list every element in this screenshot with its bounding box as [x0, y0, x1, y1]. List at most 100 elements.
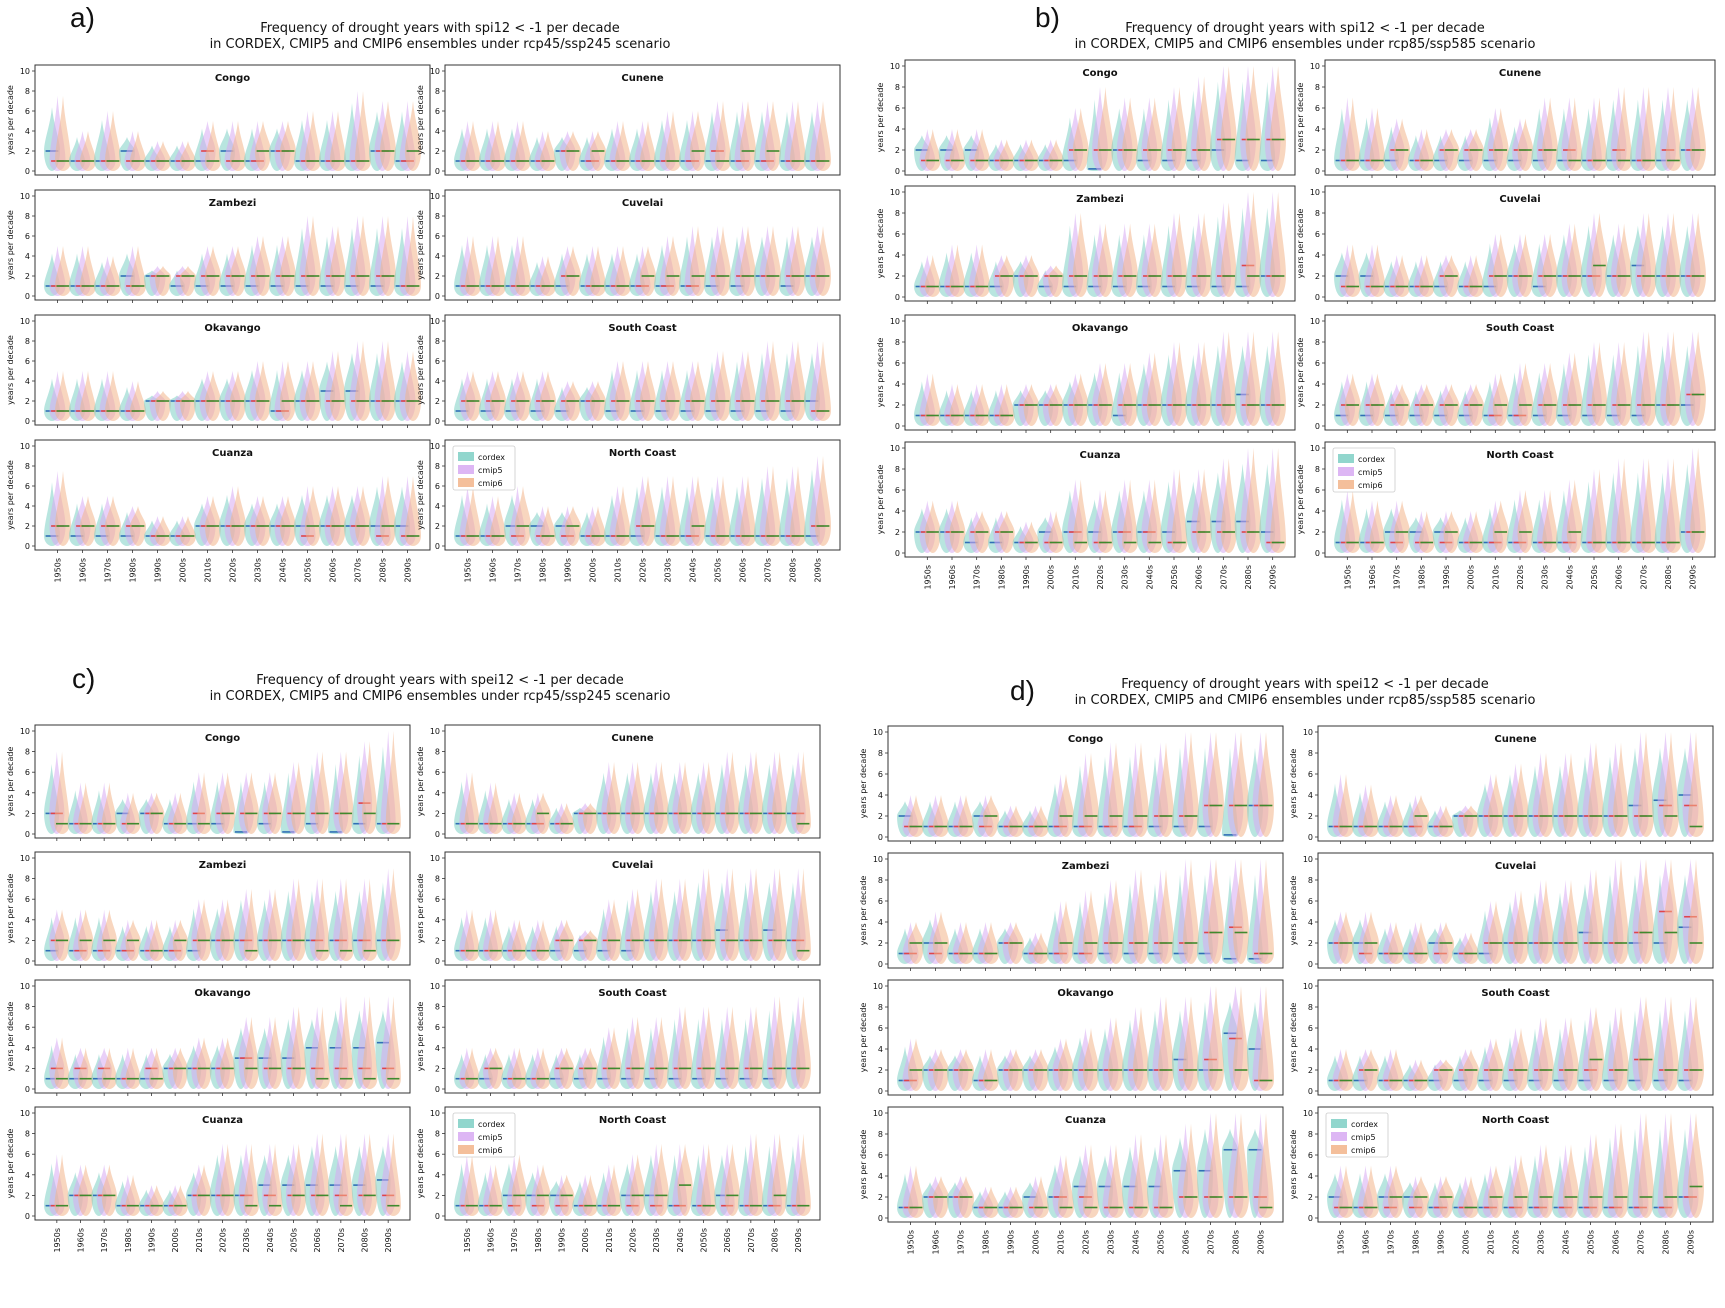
- violin-cmip6: [243, 1016, 259, 1089]
- y-axis-label: years per decade: [859, 876, 868, 946]
- violin-cmip6: [405, 216, 421, 296]
- chart-title-line2: in CORDEX, CMIP5 and CMIP6 ensembles und…: [210, 37, 671, 52]
- y-tick-label: 6: [895, 104, 900, 113]
- subplot-cunene: Cunene 0 2 4 6 8 10 years per decade: [1296, 59, 1716, 178]
- chart-title-line1: Frequency of drought years with spei12 <…: [1121, 677, 1489, 692]
- legend-swatch-cmip6: [1338, 480, 1354, 489]
- y-tick-label: 6: [25, 895, 30, 904]
- y-tick-label: 8: [25, 1003, 30, 1012]
- violin-cmip6: [1233, 986, 1249, 1091]
- violin-cmip6: [196, 1164, 212, 1216]
- y-tick-label: 10: [890, 62, 900, 71]
- subplot-title: Okavango: [1072, 323, 1128, 334]
- x-tick-label: 1950s: [54, 558, 63, 583]
- y-tick-label: 4: [1308, 1045, 1313, 1054]
- violin-cmip6: [330, 486, 346, 546]
- violin-cmip6: [1048, 139, 1064, 171]
- y-axis-label: years per decade: [416, 335, 425, 405]
- violin-cmip6: [1591, 469, 1608, 553]
- y-tick-label: 6: [878, 1151, 883, 1160]
- violin-cmip6: [255, 121, 271, 171]
- violin-cmip6: [1591, 213, 1608, 297]
- y-tick-label: 6: [435, 1023, 440, 1032]
- subplot-north-coast: North Coast 0 2 4 6 8 10 years per decade 1950s 1…: [416, 1106, 821, 1253]
- violin-cmip6: [1638, 1113, 1654, 1218]
- y-tick-label: 2: [25, 522, 30, 531]
- subplot-south-coast: South Coast 0 2 4 6 8 10 years per decade: [416, 979, 821, 1096]
- violin-cmip6: [385, 868, 401, 961]
- subplot-title: Cunene: [1499, 68, 1541, 79]
- violin-cmip6: [1122, 363, 1138, 426]
- y-tick-label: 0: [435, 542, 440, 551]
- subplot-title: Cunene: [611, 733, 653, 744]
- y-tick-label: 0: [435, 1212, 440, 1221]
- violin-cmip6: [1363, 911, 1379, 964]
- y-tick-label: 0: [895, 422, 900, 431]
- y-tick-label: 4: [878, 1172, 883, 1181]
- y-tick-label: 4: [25, 916, 30, 925]
- violin-cmip6: [740, 476, 756, 546]
- violin-cmip6: [1538, 1144, 1554, 1218]
- violin-cmip6: [606, 761, 622, 834]
- violin-cmip6: [1613, 742, 1629, 837]
- violin-cmip6: [653, 1016, 669, 1089]
- violin-cmip6: [355, 91, 371, 171]
- violin-cmip6: [690, 226, 706, 296]
- x-tick-label: 2090s: [794, 1228, 803, 1253]
- y-axis-label: years per decade: [876, 209, 885, 279]
- y-tick-label: 6: [1315, 486, 1320, 495]
- y-tick-label: 6: [435, 357, 440, 366]
- violin-cmip6: [1344, 490, 1361, 553]
- legend-label-cmip6: cmip6: [1358, 481, 1383, 490]
- violin-cmip6: [205, 371, 221, 421]
- x-tick-label: 1980s: [1417, 565, 1426, 590]
- legend-label-cordex: cordex: [478, 453, 505, 462]
- violin-cmip6: [665, 476, 681, 546]
- subplot-title: Zambezi: [199, 860, 247, 871]
- y-axis-label: years per decade: [6, 85, 15, 155]
- y-tick-label: 4: [25, 1171, 30, 1180]
- subplot-title: Cuanza: [212, 448, 253, 459]
- y-tick-label: 2: [895, 272, 900, 281]
- violin-cmip6: [230, 121, 246, 171]
- y-tick-label: 8: [1308, 749, 1313, 758]
- y-tick-label: 4: [25, 252, 30, 261]
- chart-panel-c: c) Frequency of drought years with spei12…: [6, 663, 821, 1253]
- violin-cmip6: [180, 391, 196, 421]
- violin-cmip6: [362, 741, 378, 834]
- y-tick-label: 10: [430, 1109, 440, 1118]
- y-axis-label: years per decade: [6, 210, 15, 280]
- subplot-cuanza: Cuanza 0 2 4 6 8 10 years per decade 1950s 1960s 1…: [6, 1106, 411, 1253]
- x-tick-label: 1970s: [104, 558, 113, 583]
- violin-cmip6: [615, 361, 631, 421]
- x-tick-label: 2050s: [700, 1228, 709, 1253]
- x-tick-label: 2050s: [714, 558, 723, 583]
- violin-cmip6: [180, 141, 196, 171]
- subplot-title: Cuvelai: [612, 860, 653, 871]
- violin-cmip6: [665, 236, 681, 296]
- x-tick-label: 1990s: [148, 1228, 157, 1253]
- y-tick-label: 6: [435, 482, 440, 491]
- violin-cmip6: [1344, 373, 1361, 426]
- violin-cmip6: [1566, 352, 1583, 426]
- x-tick-label: 1950s: [53, 1228, 62, 1253]
- violin-cmip6: [1183, 996, 1199, 1091]
- y-tick-label: 0: [25, 830, 30, 839]
- x-tick-label: 2010s: [605, 1228, 614, 1253]
- violin-cmip6: [1640, 87, 1657, 171]
- y-axis-label: years per decade: [876, 338, 885, 408]
- x-tick-label: 2040s: [279, 558, 288, 583]
- violin-cmip6: [220, 899, 236, 961]
- violin-cmip6: [1338, 1165, 1354, 1218]
- violin-cmip6: [338, 1133, 354, 1216]
- violin-cmip6: [362, 996, 378, 1089]
- y-tick-label: 2: [25, 1191, 30, 1200]
- x-tick-label: 2080s: [1662, 1230, 1671, 1255]
- violin-cmip6: [1072, 373, 1089, 426]
- y-tick-label: 2: [1308, 1193, 1313, 1202]
- y-tick-label: 10: [890, 317, 900, 326]
- x-tick-label: 1950s: [464, 558, 473, 583]
- y-tick-label: 10: [20, 192, 30, 201]
- chart-title-line1: Frequency of drought years with spi12 < …: [1125, 21, 1485, 36]
- violin-cmip6: [511, 1154, 527, 1216]
